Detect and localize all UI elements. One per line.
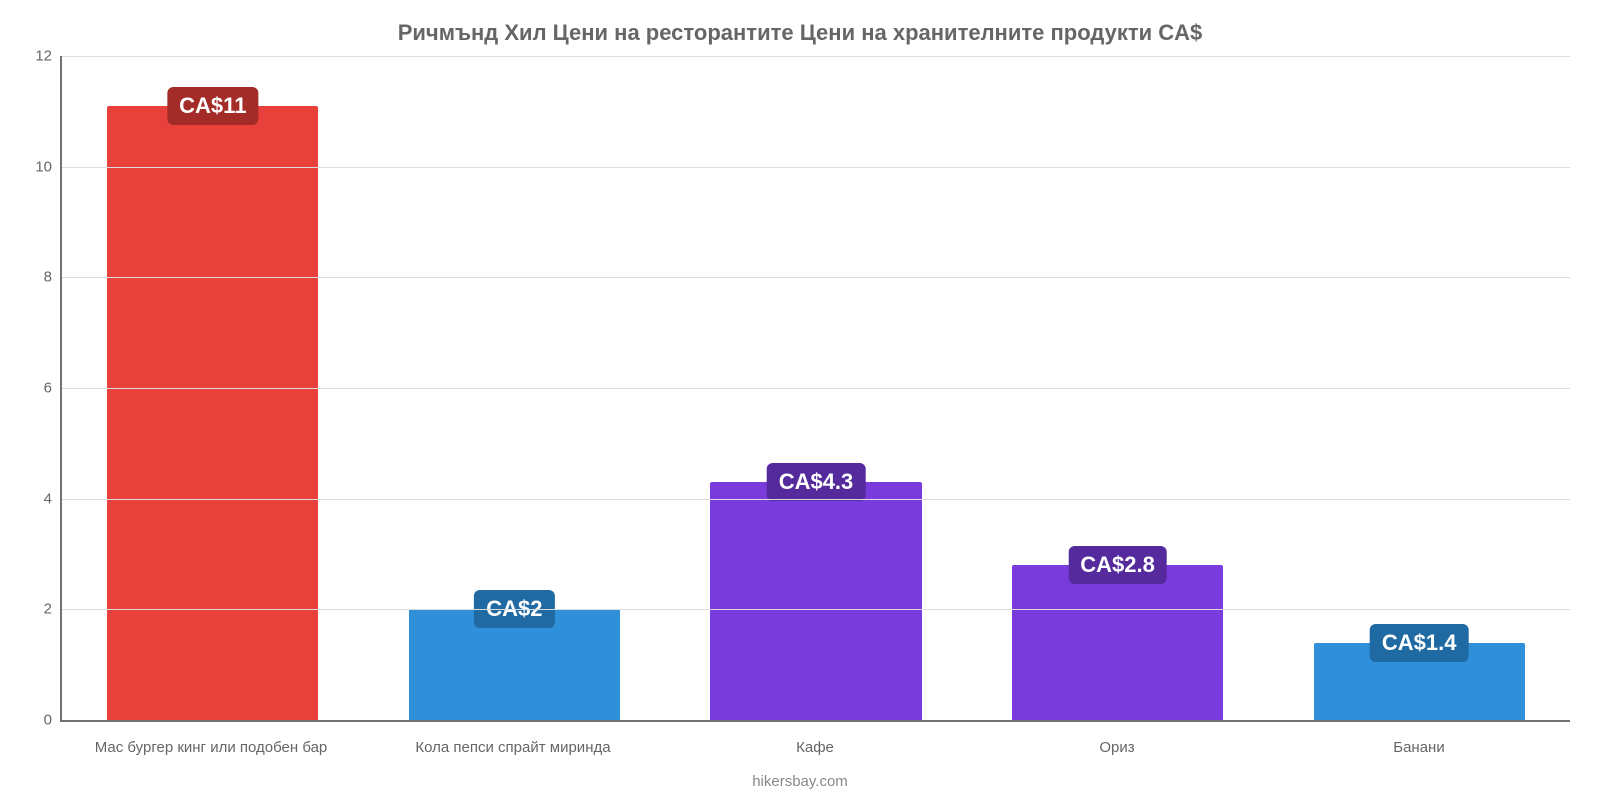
value-badge: CA$4.3: [767, 463, 866, 501]
y-tick-label: 10: [35, 158, 62, 175]
gridline: [62, 388, 1570, 389]
value-badge: CA$2.8: [1068, 546, 1167, 584]
x-axis-labels: Мас бургер кинг или подобен барКола пепс…: [60, 739, 1570, 756]
x-tick-label: Кола пепси спрайт миринда: [362, 739, 664, 756]
y-tick-label: 2: [44, 601, 62, 618]
bar: [1012, 565, 1223, 720]
gridline: [62, 499, 1570, 500]
value-badge: CA$11: [167, 87, 258, 125]
value-badge: CA$1.4: [1370, 624, 1469, 662]
y-tick-label: 6: [44, 380, 62, 397]
gridline: [62, 609, 1570, 610]
y-tick-label: 12: [35, 48, 62, 65]
x-tick-label: Банани: [1268, 739, 1570, 756]
x-tick-label: Ориз: [966, 739, 1268, 756]
x-tick-label: Кафе: [664, 739, 966, 756]
chart-footer: hikersbay.com: [0, 773, 1600, 790]
gridline: [62, 167, 1570, 168]
y-tick-label: 4: [44, 490, 62, 507]
chart-title: Ричмънд Хил Цени на ресторантите Цени на…: [20, 20, 1580, 46]
chart-container: Ричмънд Хил Цени на ресторантите Цени на…: [0, 0, 1600, 800]
gridline: [62, 56, 1570, 57]
plot-area: CA$11CA$2CA$4.3CA$2.8CA$1.4 024681012: [60, 56, 1570, 722]
bar: [710, 482, 921, 720]
x-tick-label: Мас бургер кинг или подобен бар: [60, 739, 362, 756]
gridline: [62, 277, 1570, 278]
y-tick-label: 0: [44, 712, 62, 729]
bar: [107, 106, 318, 720]
y-tick-label: 8: [44, 269, 62, 286]
